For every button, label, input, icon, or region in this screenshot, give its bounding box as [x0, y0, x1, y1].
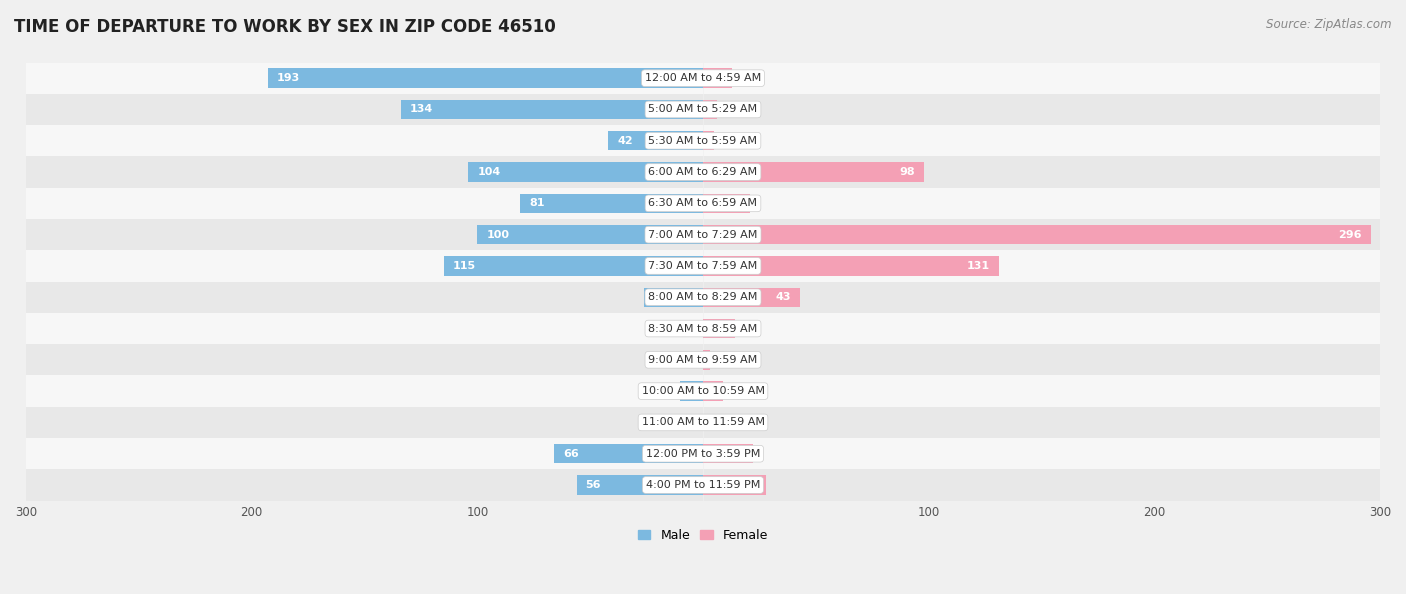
Bar	[27, 250, 1379, 282]
Text: 22: 22	[728, 448, 744, 459]
Bar	[27, 375, 1379, 407]
Bar	[27, 125, 1379, 156]
Bar	[27, 156, 1379, 188]
Text: 5:00 AM to 5:29 AM: 5:00 AM to 5:29 AM	[648, 105, 758, 115]
Bar	[27, 344, 1379, 375]
Bar	[703, 256, 998, 276]
Bar	[703, 225, 1371, 244]
Bar	[27, 282, 1379, 313]
Text: 81: 81	[529, 198, 544, 208]
Bar	[27, 219, 1379, 250]
Bar	[703, 381, 723, 401]
Text: 28: 28	[741, 480, 758, 490]
Text: 11:00 AM to 11:59 AM: 11:00 AM to 11:59 AM	[641, 418, 765, 428]
Text: 6:00 AM to 6:29 AM: 6:00 AM to 6:29 AM	[648, 167, 758, 177]
Bar	[703, 444, 752, 463]
Text: 12:00 PM to 3:59 PM: 12:00 PM to 3:59 PM	[645, 448, 761, 459]
Bar	[27, 62, 1379, 94]
Text: 4:00 PM to 11:59 PM: 4:00 PM to 11:59 PM	[645, 480, 761, 490]
Bar	[703, 131, 714, 150]
Text: 21: 21	[725, 198, 741, 208]
Text: 134: 134	[409, 105, 433, 115]
Bar	[703, 287, 800, 307]
Bar	[554, 444, 703, 463]
Bar	[443, 256, 703, 276]
Text: Source: ZipAtlas.com: Source: ZipAtlas.com	[1267, 18, 1392, 31]
Bar	[468, 162, 703, 182]
Bar	[401, 100, 703, 119]
Text: TIME OF DEPARTURE TO WORK BY SEX IN ZIP CODE 46510: TIME OF DEPARTURE TO WORK BY SEX IN ZIP …	[14, 18, 555, 36]
Bar	[478, 225, 703, 244]
Text: 0: 0	[689, 355, 696, 365]
Bar	[609, 131, 703, 150]
Bar	[27, 469, 1379, 501]
Bar	[27, 313, 1379, 344]
Text: 7:00 AM to 7:29 AM: 7:00 AM to 7:29 AM	[648, 230, 758, 239]
Text: 0: 0	[689, 324, 696, 334]
Bar	[27, 188, 1379, 219]
Text: 26: 26	[654, 292, 669, 302]
Text: 3: 3	[717, 355, 724, 365]
Bar	[703, 162, 924, 182]
Text: 10:00 AM to 10:59 AM: 10:00 AM to 10:59 AM	[641, 386, 765, 396]
Text: 0: 0	[689, 418, 696, 428]
Text: 98: 98	[900, 167, 915, 177]
Text: 56: 56	[586, 480, 602, 490]
Text: 9:00 AM to 9:59 AM: 9:00 AM to 9:59 AM	[648, 355, 758, 365]
Text: 0: 0	[710, 418, 717, 428]
Bar	[703, 100, 717, 119]
Text: 296: 296	[1339, 230, 1362, 239]
Text: 14: 14	[741, 324, 755, 334]
Text: 193: 193	[277, 73, 299, 83]
Text: 6: 6	[723, 105, 730, 115]
Bar	[703, 350, 710, 369]
Bar	[703, 475, 766, 495]
Text: 10: 10	[659, 386, 673, 396]
Bar	[681, 381, 703, 401]
Bar	[703, 319, 734, 338]
Bar	[644, 287, 703, 307]
Bar	[703, 194, 751, 213]
Legend: Male, Female: Male, Female	[633, 524, 773, 547]
Bar	[520, 194, 703, 213]
Text: 6:30 AM to 6:59 AM: 6:30 AM to 6:59 AM	[648, 198, 758, 208]
Text: 42: 42	[617, 136, 633, 146]
Text: 115: 115	[453, 261, 475, 271]
Bar	[703, 68, 733, 88]
Text: 8:00 AM to 8:29 AM: 8:00 AM to 8:29 AM	[648, 292, 758, 302]
Text: 8:30 AM to 8:59 AM: 8:30 AM to 8:59 AM	[648, 324, 758, 334]
Text: 7:30 AM to 7:59 AM: 7:30 AM to 7:59 AM	[648, 261, 758, 271]
Text: 131: 131	[966, 261, 990, 271]
Bar	[27, 438, 1379, 469]
Text: 43: 43	[776, 292, 792, 302]
Text: 104: 104	[478, 167, 501, 177]
Bar	[27, 407, 1379, 438]
Text: 66: 66	[562, 448, 579, 459]
Bar	[576, 475, 703, 495]
Bar	[27, 94, 1379, 125]
Bar	[267, 68, 703, 88]
Text: 5:30 AM to 5:59 AM: 5:30 AM to 5:59 AM	[648, 136, 758, 146]
Text: 13: 13	[740, 73, 754, 83]
Text: 100: 100	[486, 230, 509, 239]
Text: 12:00 AM to 4:59 AM: 12:00 AM to 4:59 AM	[645, 73, 761, 83]
Text: 9: 9	[730, 386, 737, 396]
Text: 5: 5	[721, 136, 728, 146]
